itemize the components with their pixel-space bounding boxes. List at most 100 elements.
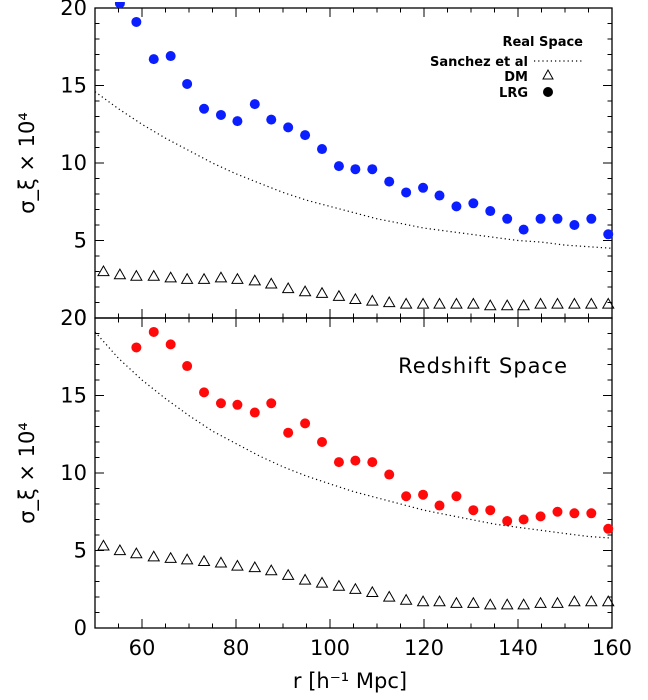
dm-point	[180, 553, 194, 565]
x-tick-label: 140	[498, 636, 538, 660]
lrg-point	[131, 16, 142, 27]
dm-point	[551, 297, 564, 309]
dm-point	[466, 596, 480, 608]
dm-point	[97, 539, 110, 551]
lrg-point	[283, 427, 294, 438]
dm-point	[517, 299, 531, 311]
lrg-point	[148, 54, 159, 65]
dm-point	[483, 598, 497, 610]
dm-point	[568, 595, 581, 607]
lrg-point	[586, 213, 597, 224]
y-tick-label: 10	[60, 151, 87, 175]
lrg-point	[518, 224, 529, 235]
y-tick-label: 0	[74, 306, 87, 330]
dm-point	[129, 547, 143, 559]
dm-point	[349, 292, 362, 305]
panel-real-space: 0 5 10 15 20 σ_ξ × 10⁴ Real Space Sanchez et al…	[15, 0, 615, 330]
dm-point	[315, 286, 329, 298]
dm-point	[416, 595, 430, 607]
lrg-point	[401, 187, 412, 198]
y-tick-label: 15	[60, 384, 87, 408]
dm-point	[433, 595, 446, 607]
lrg-point	[451, 491, 462, 502]
lrg-point	[502, 516, 513, 527]
dm-point	[113, 268, 127, 280]
lrg-point	[401, 491, 412, 502]
y-tick-label: 20	[60, 0, 87, 20]
lrg-point	[502, 213, 513, 224]
lrg-point	[215, 398, 226, 409]
x-tick-label: 80	[223, 636, 250, 660]
dm-point	[248, 274, 262, 286]
lrg-point	[283, 122, 294, 133]
x-axis-title-text: r [h⁻¹ Mpc]	[293, 669, 407, 693]
dm-point	[129, 269, 143, 281]
y-tick-label: 10	[60, 461, 87, 485]
dm-point	[248, 561, 262, 573]
dm-point	[399, 297, 413, 309]
dm-point	[450, 596, 463, 608]
y-tick-label: 5	[74, 539, 87, 563]
dm-point	[349, 582, 362, 594]
lrg-point	[485, 505, 496, 516]
dm-point	[180, 272, 194, 284]
legend-marker-triangle	[542, 68, 554, 80]
lrg-point	[434, 190, 445, 201]
dm-point	[264, 564, 278, 576]
y-tick-label: 20	[60, 306, 87, 330]
y-tick-label: 5	[74, 229, 87, 253]
lrg-point	[182, 78, 193, 89]
dm-point	[433, 297, 446, 309]
lrg-point	[300, 130, 311, 141]
dm-point	[500, 598, 514, 610]
dm-point	[264, 277, 278, 289]
lrg-point	[182, 361, 193, 372]
panel-label: Redshift Space	[398, 354, 568, 378]
dm-point	[281, 282, 295, 294]
lrg-point	[603, 229, 614, 240]
dm-point	[534, 297, 547, 309]
y-tick-label: 15	[60, 74, 87, 98]
lrg-point	[569, 220, 580, 230]
dm-point	[551, 596, 564, 608]
series-layer	[95, 326, 615, 610]
dm-point	[214, 556, 228, 568]
dm-point	[483, 299, 497, 311]
lrg-point	[317, 437, 328, 447]
panel-redshift-space: 0 5 10 15 20 60 80 100 120 140 160 σ_ξ × 10⁴ Redshif…	[15, 306, 632, 660]
lrg-point	[586, 508, 597, 519]
lrg-point	[535, 213, 546, 224]
lrg-point	[148, 326, 159, 337]
lrg-point	[131, 342, 142, 353]
dm-point	[214, 271, 228, 283]
x-tick-label: 160	[592, 636, 632, 660]
dm-point	[382, 590, 396, 602]
lrg-point	[333, 161, 344, 172]
dm-point	[332, 289, 346, 301]
legend-title: Real Space	[502, 35, 583, 50]
dm-point	[365, 294, 379, 306]
sanchez-curve	[95, 91, 613, 249]
lrg-point	[350, 164, 361, 175]
dm-point	[534, 596, 547, 608]
lrg-point	[552, 506, 563, 517]
dm-point	[500, 299, 514, 311]
dm-point	[399, 593, 413, 605]
dm-point	[147, 269, 161, 281]
lrg-point	[333, 457, 344, 468]
dm-point	[97, 264, 110, 277]
lrg-point	[114, 2, 125, 9]
legend-marker-circle	[543, 87, 553, 97]
lrg-point	[249, 407, 260, 418]
lrg-point	[367, 164, 378, 175]
dm-point	[315, 576, 329, 588]
lrg-point	[300, 418, 311, 429]
dm-point	[164, 551, 178, 563]
legend-label: DM	[504, 70, 528, 85]
lrg-point	[266, 398, 277, 409]
series-layer	[95, 2, 615, 311]
lrg-point	[266, 114, 277, 125]
dm-point	[164, 271, 178, 283]
lrg-point	[468, 505, 479, 516]
